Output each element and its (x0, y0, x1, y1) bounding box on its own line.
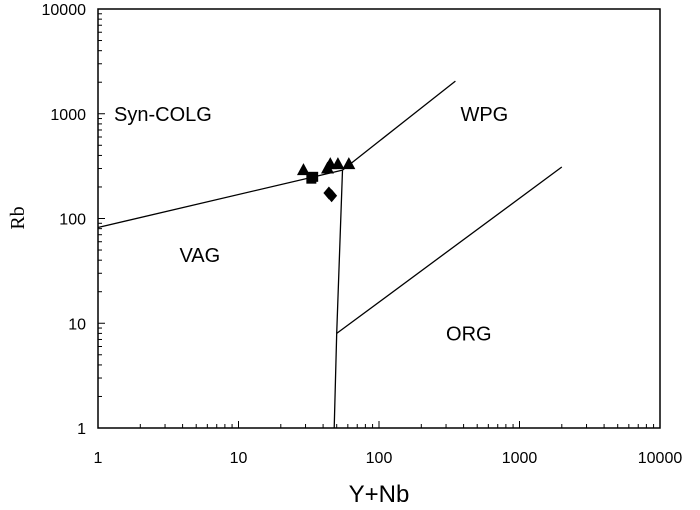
triangle-point (296, 163, 310, 176)
field-label-org: ORG (446, 323, 492, 345)
y-tick-label: 100 (59, 212, 86, 229)
axis-ticks (97, 8, 661, 429)
boundary-line (336, 166, 563, 334)
data-points (296, 157, 356, 203)
field-labels: Syn-COLG WPG VAG ORG (114, 104, 508, 346)
y-tick-label: 1 (77, 421, 86, 438)
square-point (308, 171, 319, 182)
plot-frame (97, 8, 661, 429)
field-label-wpg: WPG (460, 104, 508, 126)
y-tick-label: 10000 (42, 2, 87, 19)
boundary-line (342, 80, 456, 171)
y-tick-label: 10 (68, 316, 86, 333)
y-tick-labels: 1 10 100 1000 10000 (42, 2, 87, 438)
field-label-vag: VAG (179, 245, 220, 267)
x-tick-label: 10000 (638, 450, 683, 467)
x-tick-labels: 1 10 100 1000 10000 (94, 450, 683, 467)
x-tick-label: 10 (230, 450, 248, 467)
y-tick-label: 1000 (50, 107, 86, 124)
field-label-syn-colg: Syn-COLG (114, 104, 212, 126)
triangle-point (342, 157, 356, 170)
x-tick-label: 1 (94, 450, 103, 467)
diamond-point (326, 189, 338, 203)
boundary-line (97, 169, 343, 229)
field-boundaries (97, 80, 563, 429)
x-tick-label: 1000 (502, 450, 538, 467)
x-tick-label: 100 (366, 450, 393, 467)
boundary-line (333, 170, 344, 429)
triangle-point (331, 157, 345, 170)
x-axis-title: Y+Nb (349, 481, 410, 508)
y-axis-title: Rb (7, 206, 29, 229)
